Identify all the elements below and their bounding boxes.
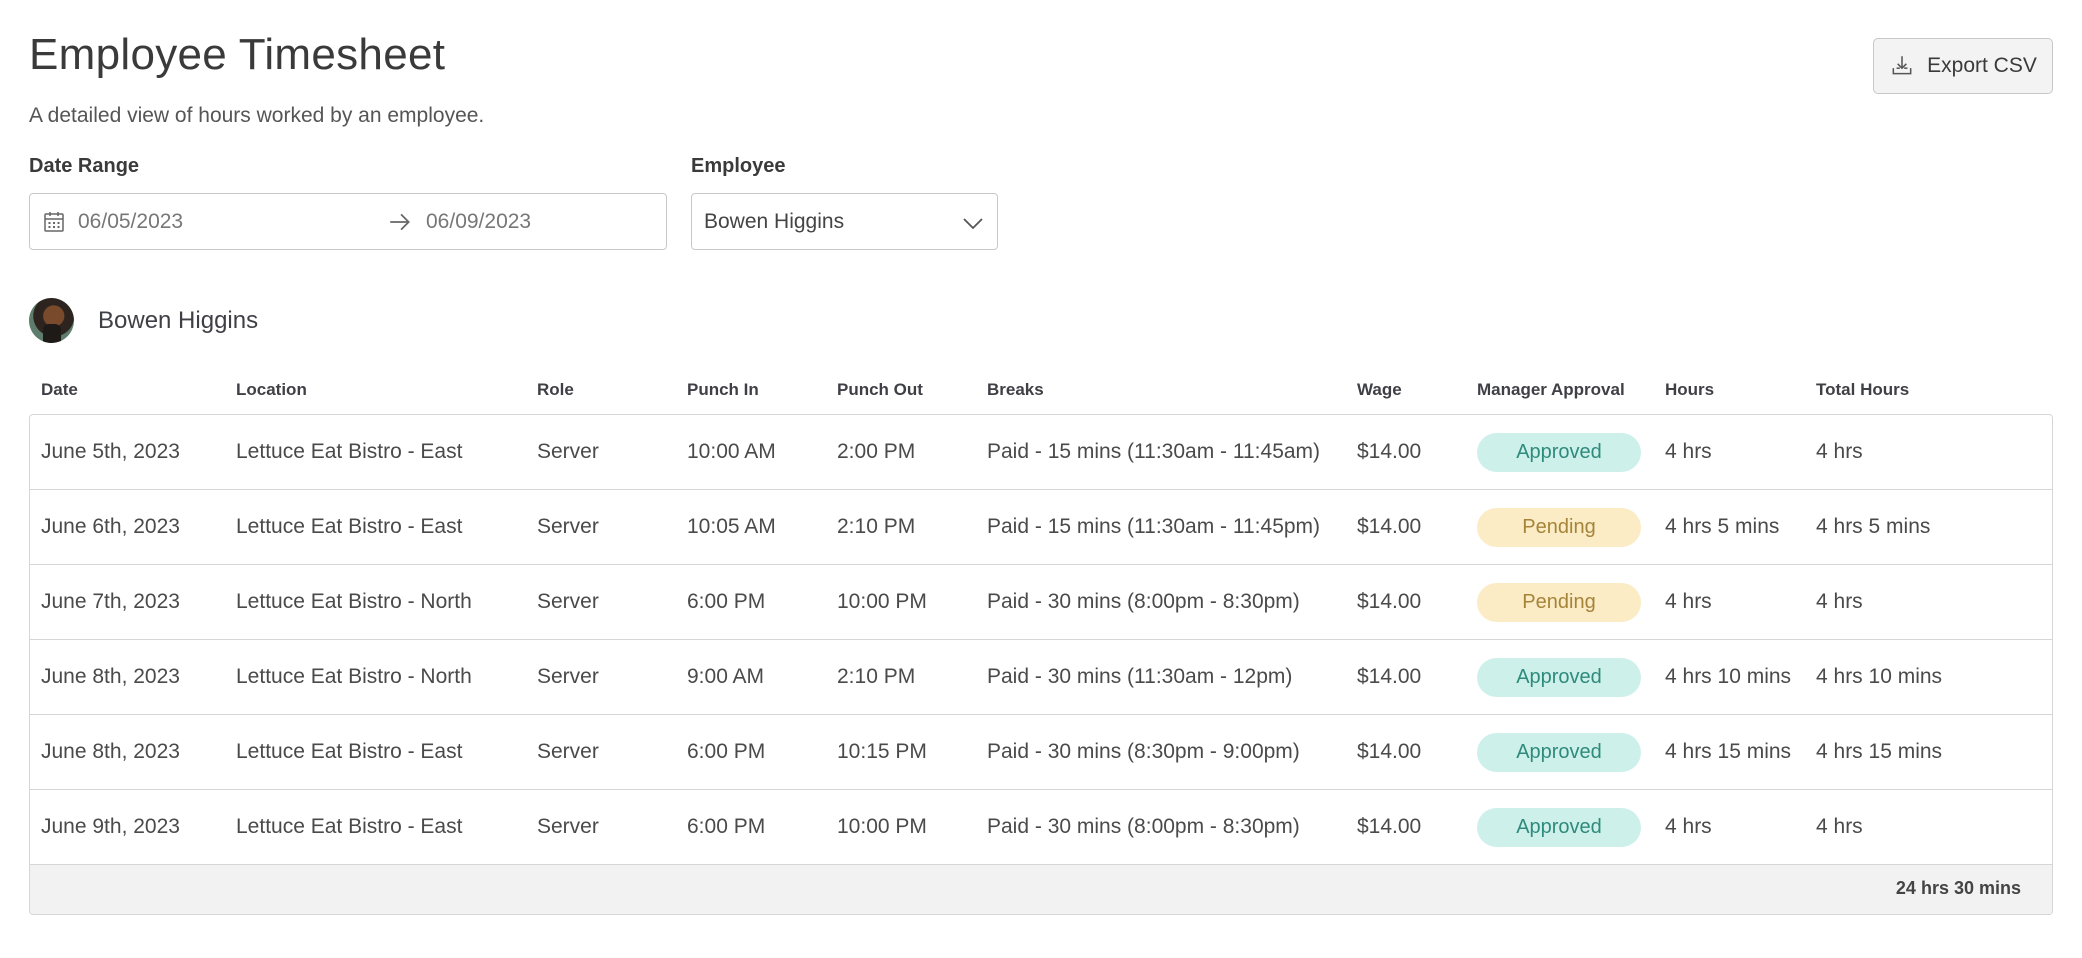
profile-name: Bowen Higgins bbox=[98, 306, 259, 334]
column-header-total-hours[interactable]: Total Hours bbox=[1816, 380, 1910, 399]
status-badge: Pending bbox=[1477, 583, 1641, 622]
cell-location: Lettuce Eat Bistro - North bbox=[236, 665, 472, 688]
calendar-icon bbox=[44, 212, 64, 232]
cell-punch-in: 6:00 PM bbox=[687, 815, 766, 838]
cell-wage: $14.00 bbox=[1357, 440, 1422, 463]
employee-select[interactable]: Bowen Higgins bbox=[691, 193, 998, 250]
table-row[interactable]: June 9th, 2023 Lettuce Eat Bistro - East… bbox=[30, 790, 2052, 865]
status-badge: Approved bbox=[1477, 808, 1641, 847]
grand-total: 24 hrs 30 mins bbox=[1895, 878, 2021, 898]
cell-role: Server bbox=[537, 740, 599, 763]
cell-wage: $14.00 bbox=[1357, 515, 1422, 538]
cell-location: Lettuce Eat Bistro - East bbox=[236, 440, 463, 463]
cell-total-hours: 4 hrs bbox=[1816, 440, 1863, 463]
cell-punch-out: 2:10 PM bbox=[837, 515, 916, 538]
cell-punch-in: 10:05 AM bbox=[687, 515, 776, 538]
timesheet-table: June 5th, 2023 Lettuce Eat Bistro - East… bbox=[29, 414, 2053, 915]
cell-punch-out: 10:00 PM bbox=[837, 590, 927, 613]
cell-location: Lettuce Eat Bistro - East bbox=[236, 740, 463, 763]
status-badge: Pending bbox=[1477, 508, 1641, 547]
cell-role: Server bbox=[537, 515, 599, 538]
cell-hours: 4 hrs 10 mins bbox=[1665, 665, 1792, 688]
cell-role: Server bbox=[537, 665, 599, 688]
cell-punch-in: 6:00 PM bbox=[687, 740, 766, 763]
column-header-manager-approval[interactable]: Manager Approval bbox=[1477, 380, 1625, 399]
cell-date: June 5th, 2023 bbox=[41, 440, 180, 463]
status-badge: Approved bbox=[1477, 733, 1641, 772]
cell-date: June 8th, 2023 bbox=[41, 665, 180, 688]
cell-hours: 4 hrs bbox=[1665, 590, 1712, 613]
table-footer: 24 hrs 30 mins bbox=[30, 865, 2052, 914]
cell-role: Server bbox=[537, 815, 599, 838]
cell-breaks: Paid - 30 mins (8:30pm - 9:00pm) bbox=[987, 740, 1300, 763]
column-header-location[interactable]: Location bbox=[236, 380, 307, 399]
employee-profile: Bowen Higgins bbox=[29, 298, 258, 343]
cell-wage: $14.00 bbox=[1357, 815, 1422, 838]
table-row[interactable]: June 8th, 2023 Lettuce Eat Bistro - East… bbox=[30, 715, 2052, 790]
cell-hours: 4 hrs 15 mins bbox=[1665, 740, 1792, 763]
cell-breaks: Paid - 15 mins (11:30am - 11:45am) bbox=[987, 440, 1321, 463]
column-header-role[interactable]: Role bbox=[537, 380, 574, 399]
table-row[interactable]: June 5th, 2023 Lettuce Eat Bistro - East… bbox=[30, 415, 2052, 490]
column-header-hours[interactable]: Hours bbox=[1665, 380, 1715, 399]
table-row[interactable]: June 6th, 2023 Lettuce Eat Bistro - East… bbox=[30, 490, 2052, 565]
employee-label: Employee bbox=[691, 155, 786, 177]
cell-punch-out: 10:15 PM bbox=[837, 740, 927, 763]
avatar bbox=[29, 298, 74, 343]
cell-punch-out: 10:00 PM bbox=[837, 815, 927, 838]
column-header-punch-out[interactable]: Punch Out bbox=[837, 380, 923, 399]
status-badge: Approved bbox=[1477, 658, 1641, 697]
column-header-date[interactable]: Date bbox=[41, 380, 78, 399]
page-subtitle: A detailed view of hours worked by an em… bbox=[29, 104, 485, 127]
cell-wage: $14.00 bbox=[1357, 740, 1422, 763]
end-date-input[interactable]: 06/09/2023 bbox=[426, 210, 532, 233]
table-row[interactable]: June 8th, 2023 Lettuce Eat Bistro - Nort… bbox=[30, 640, 2052, 715]
cell-punch-out: 2:10 PM bbox=[837, 665, 916, 688]
cell-hours: 4 hrs 5 mins bbox=[1665, 515, 1780, 538]
cell-total-hours: 4 hrs 10 mins bbox=[1816, 665, 1943, 688]
cell-role: Server bbox=[537, 440, 599, 463]
employee-select-value: Bowen Higgins bbox=[704, 210, 845, 233]
cell-hours: 4 hrs bbox=[1665, 440, 1712, 463]
cell-punch-in: 9:00 AM bbox=[687, 665, 765, 688]
column-header-punch-in[interactable]: Punch In bbox=[687, 380, 759, 399]
table-header: Date Location Role Punch In Punch Out Br… bbox=[29, 370, 2053, 414]
page-title: Employee Timesheet bbox=[29, 30, 446, 79]
download-tray-icon bbox=[1892, 56, 1912, 75]
column-header-breaks[interactable]: Breaks bbox=[987, 380, 1044, 399]
cell-hours: 4 hrs bbox=[1665, 815, 1712, 838]
export-csv-button[interactable]: Export CSV bbox=[1873, 38, 2053, 94]
cell-breaks: Paid - 30 mins (8:00pm - 8:30pm) bbox=[987, 590, 1300, 613]
export-csv-label: Export CSV bbox=[1927, 54, 2037, 77]
cell-breaks: Paid - 30 mins (11:30am - 12pm) bbox=[987, 665, 1293, 688]
cell-date: June 6th, 2023 bbox=[41, 515, 180, 538]
cell-breaks: Paid - 30 mins (8:00pm - 8:30pm) bbox=[987, 815, 1300, 838]
date-range-picker[interactable]: 06/05/2023 06/09/2023 bbox=[29, 193, 667, 250]
arrow-right-icon bbox=[390, 213, 410, 231]
cell-date: June 7th, 2023 bbox=[41, 590, 180, 613]
cell-punch-in: 10:00 AM bbox=[687, 440, 776, 463]
cell-total-hours: 4 hrs 5 mins bbox=[1816, 515, 1931, 538]
cell-role: Server bbox=[537, 590, 599, 613]
cell-location: Lettuce Eat Bistro - North bbox=[236, 590, 472, 613]
cell-total-hours: 4 hrs bbox=[1816, 815, 1863, 838]
cell-wage: $14.00 bbox=[1357, 665, 1422, 688]
column-header-wage[interactable]: Wage bbox=[1357, 380, 1402, 399]
cell-location: Lettuce Eat Bistro - East bbox=[236, 515, 463, 538]
cell-wage: $14.00 bbox=[1357, 590, 1422, 613]
cell-total-hours: 4 hrs 15 mins bbox=[1816, 740, 1943, 763]
table-row[interactable]: June 7th, 2023 Lettuce Eat Bistro - Nort… bbox=[30, 565, 2052, 640]
cell-date: June 9th, 2023 bbox=[41, 815, 180, 838]
cell-punch-in: 6:00 PM bbox=[687, 590, 766, 613]
cell-total-hours: 4 hrs bbox=[1816, 590, 1863, 613]
cell-date: June 8th, 2023 bbox=[41, 740, 180, 763]
cell-punch-out: 2:00 PM bbox=[837, 440, 916, 463]
date-range-label: Date Range bbox=[29, 155, 140, 177]
cell-breaks: Paid - 15 mins (11:30am - 11:45pm) bbox=[987, 515, 1321, 538]
status-badge: Approved bbox=[1477, 433, 1641, 472]
start-date-input[interactable]: 06/05/2023 bbox=[78, 210, 184, 233]
cell-location: Lettuce Eat Bistro - East bbox=[236, 815, 463, 838]
chevron-down-icon bbox=[963, 218, 983, 230]
